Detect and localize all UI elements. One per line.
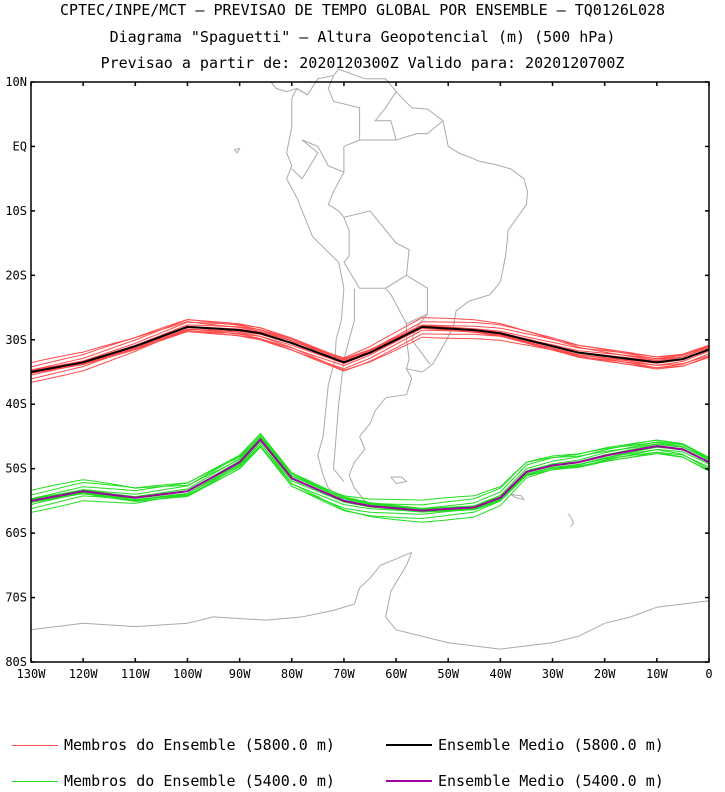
member-line-5800	[30, 324, 710, 371]
coastline	[374, 91, 397, 141]
legend-swatch-mean-5400	[386, 780, 432, 782]
coastline	[385, 274, 428, 325]
title-line-2: Diagrama "Spaguetti" — Altura Geopotenci…	[109, 28, 616, 46]
lon-tick-label: 50W	[437, 667, 459, 681]
coastline	[385, 552, 710, 650]
member-line-5400	[30, 434, 710, 506]
coastline-layer	[30, 68, 710, 650]
lon-tick-label: 10W	[646, 667, 668, 681]
coastline	[359, 120, 444, 141]
coastline	[30, 551, 412, 631]
member-line-5400	[30, 444, 710, 520]
coastline	[302, 75, 361, 173]
lon-tick-label: 40W	[490, 667, 512, 681]
coastline	[390, 476, 408, 485]
legend-label-members-5800: Membros do Ensemble (5800.0 m)	[64, 736, 335, 754]
coastline	[332, 288, 355, 482]
legend-label-mean-5400: Ensemble Medio (5400.0 m)	[438, 772, 664, 790]
lat-tick-label: 80S	[5, 655, 27, 669]
mean-line-5400	[30, 438, 710, 512]
legend-swatch-members-5400	[12, 780, 58, 782]
lat-tick-label: 40S	[5, 397, 27, 411]
lon-tick-label: 120W	[69, 667, 99, 681]
legend-label-members-5400: Membros do Ensemble (5400.0 m)	[64, 772, 335, 790]
member-line-5400	[30, 434, 710, 510]
lon-tick-label: 100W	[173, 667, 203, 681]
coastline	[567, 513, 574, 528]
coastline	[343, 210, 410, 289]
legend-label-mean-5800: Ensemble Medio (5800.0 m)	[438, 736, 664, 754]
lon-tick-label: 80W	[281, 667, 303, 681]
lon-tick-label: 130W	[17, 667, 47, 681]
ensemble-members-layer	[30, 317, 710, 523]
lat-tick-label: 70S	[5, 591, 27, 605]
lat-tick-label: 20S	[5, 268, 27, 282]
coastline	[327, 171, 345, 218]
lon-tick-label: 60W	[385, 667, 407, 681]
lat-tick-label: EQ	[13, 139, 27, 153]
lon-tick-label: 110W	[121, 667, 151, 681]
member-line-5400	[30, 442, 710, 513]
member-line-5400	[30, 436, 710, 501]
title-line-1: CPTEC/INPE/MCT — PREVISAO DE TEMPO GLOBA…	[59, 1, 666, 19]
ensemble-means-layer	[30, 325, 710, 512]
lat-tick-label: 10S	[5, 204, 27, 218]
coastline	[411, 313, 431, 365]
legend-item-mean-5400: Ensemble Medio (5400.0 m)	[386, 772, 664, 790]
lat-tick-label: 50S	[5, 462, 27, 476]
title-line-3: Previsao a partir de: 2020120300Z Valido…	[100, 54, 625, 72]
lat-tick-label: 10N	[5, 75, 27, 89]
coastline	[510, 493, 526, 501]
map-frame	[30, 81, 710, 663]
legend-item-mean-5800: Ensemble Medio (5800.0 m)	[386, 736, 664, 754]
lat-tick-label: 60S	[5, 526, 27, 540]
coastline	[234, 147, 241, 154]
lon-tick-label: 70W	[333, 667, 355, 681]
coastline	[286, 68, 529, 502]
lon-tick-label: 20W	[594, 667, 616, 681]
legend-item-members-5400: Membros do Ensemble (5400.0 m)	[12, 772, 335, 790]
lat-tick-label: 30S	[5, 333, 27, 347]
legend-swatch-members-5800	[12, 744, 58, 746]
legend-item-members-5800: Membros do Ensemble (5800.0 m)	[12, 736, 335, 754]
lon-tick-label: 90W	[229, 667, 251, 681]
member-line-5800	[30, 317, 710, 364]
lon-tick-label: 0	[705, 667, 712, 681]
coastline	[270, 81, 308, 96]
coastline	[291, 139, 319, 180]
mean-line-5800	[30, 325, 710, 373]
lon-tick-label: 30W	[542, 667, 564, 681]
coastline	[406, 323, 410, 369]
member-line-5800	[30, 318, 710, 368]
legend-swatch-mean-5800	[386, 744, 432, 746]
